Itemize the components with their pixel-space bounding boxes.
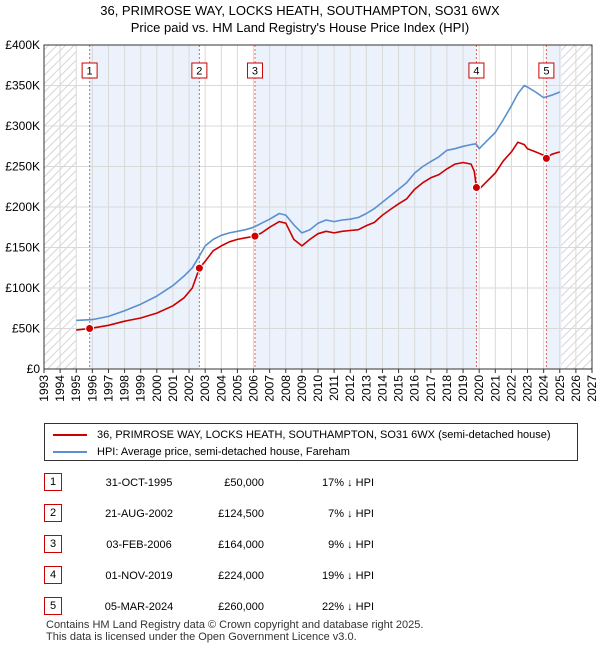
legend-item-hpi: HPI: Average price, semi-detached house,… <box>53 444 350 460</box>
x-tick-label: 2021 <box>488 375 502 402</box>
x-tick-label: 2025 <box>553 375 567 402</box>
x-tick-label: 2008 <box>279 375 293 402</box>
row-number-badge: 3 <box>44 535 62 553</box>
transaction-number-box <box>81 62 98 79</box>
x-tick-label: 1993 <box>37 375 51 402</box>
x-tick-label: 2017 <box>424 375 438 402</box>
transaction-point <box>85 324 95 333</box>
x-tick-label: 2000 <box>150 375 164 402</box>
x-tick-label: 2013 <box>359 375 373 402</box>
row-hpi-diff: 19% ↓ HPI <box>322 570 374 582</box>
transaction-point <box>194 263 204 273</box>
x-tick-label: 1997 <box>101 375 115 402</box>
transaction-number-box <box>538 62 555 79</box>
x-tick-label: 1998 <box>118 375 132 402</box>
transaction-point <box>250 231 260 241</box>
legend-swatch-property <box>53 434 87 437</box>
x-tick-label: 2004 <box>214 375 228 402</box>
transaction-number-box <box>468 62 485 79</box>
table-row: 5 05-MAR-2024 £260,000 22% ↓ HPI <box>44 597 584 617</box>
y-tick-label: £200K <box>5 200 40 214</box>
title-line-1: 36, PRIMROSE WAY, LOCKS HEATH, SOUTHAMPT… <box>100 3 500 18</box>
y-tick-label: £0 <box>27 362 41 376</box>
x-tick-label: 2015 <box>392 375 406 402</box>
x-tick-label: 2027 <box>585 375 599 402</box>
x-tick-label: 2026 <box>569 375 583 402</box>
row-date: 31-OCT-1995 <box>105 477 173 489</box>
x-tick-label: 2018 <box>440 375 454 402</box>
row-hpi-diff: 17% ↓ HPI <box>322 477 374 489</box>
row-price: £164,000 <box>218 539 264 551</box>
x-tick-label: 1999 <box>134 375 148 402</box>
footer-line-1: Contains HM Land Registry data © Crown c… <box>46 619 424 631</box>
row-price: £50,000 <box>224 477 264 489</box>
table-row: 4 01-NOV-2019 £224,000 19% ↓ HPI <box>44 566 584 586</box>
x-tick-label: 1996 <box>85 375 99 402</box>
row-date: 21-AUG-2002 <box>105 508 173 520</box>
row-number-badge: 2 <box>44 504 62 522</box>
row-number-badge: 1 <box>44 473 62 491</box>
x-tick-label: 2007 <box>263 375 277 402</box>
row-date: 01-NOV-2019 <box>105 570 173 582</box>
y-tick-label: £250K <box>5 160 40 174</box>
x-tick-label: 2023 <box>521 375 535 402</box>
table-row: 2 21-AUG-2002 £124,500 7% ↓ HPI <box>44 504 584 524</box>
row-price: £124,500 <box>218 508 264 520</box>
x-tick-label: 2003 <box>198 375 212 402</box>
y-tick-label: £300K <box>5 119 40 133</box>
x-tick-label: 2016 <box>408 375 422 402</box>
x-tick-label: 2019 <box>456 375 470 402</box>
row-date: 05-MAR-2024 <box>104 601 174 613</box>
y-tick-label: £400K <box>5 38 40 52</box>
legend-swatch-hpi <box>53 451 87 454</box>
title-line-2: Price paid vs. HM Land Registry's House … <box>130 20 470 35</box>
transaction-number-box <box>246 62 263 79</box>
transaction-number: 1 <box>87 66 93 78</box>
transaction-point <box>471 183 481 193</box>
x-tick-label: 2022 <box>504 375 518 402</box>
chart-title: 36, PRIMROSE WAY, LOCKS HEATH, SOUTHAMPT… <box>0 2 600 36</box>
y-tick-label: £350K <box>5 79 40 93</box>
transaction-number: 3 <box>252 66 258 78</box>
x-tick-label: 2014 <box>375 375 389 402</box>
legend-label-property: 36, PRIMROSE WAY, LOCKS HEATH, SOUTHAMPT… <box>97 429 551 441</box>
x-tick-label: 2024 <box>537 375 551 402</box>
legend-item-property: 36, PRIMROSE WAY, LOCKS HEATH, SOUTHAMPT… <box>53 427 551 443</box>
footer: Contains HM Land Registry data © Crown c… <box>46 619 423 643</box>
x-tick-label: 2002 <box>182 375 196 402</box>
row-hpi-diff: 9% ↓ HPI <box>328 539 374 551</box>
x-tick-label: 2010 <box>311 375 325 402</box>
table-row: 1 31-OCT-1995 £50,000 17% ↓ HPI <box>44 473 584 493</box>
y-tick-label: £100K <box>5 281 40 295</box>
price-chart: 1 2 3 4 5 £0 £50K £100K £150K £200K £250K £300K £35… <box>5 38 599 402</box>
transaction-number-box <box>191 62 208 79</box>
row-date: 03-FEB-2006 <box>106 539 172 551</box>
x-tick-label: 2020 <box>472 375 486 402</box>
y-tick-label: £150K <box>5 241 40 255</box>
legend-label-hpi: HPI: Average price, semi-detached house,… <box>97 446 350 458</box>
x-tick-label: 2011 <box>327 375 341 401</box>
transaction-number: 4 <box>473 66 479 78</box>
row-price: £224,000 <box>218 570 264 582</box>
x-tick-label: 1994 <box>53 375 67 402</box>
x-tick-label: 2001 <box>166 375 180 402</box>
table-row: 3 03-FEB-2006 £164,000 9% ↓ HPI <box>44 535 584 555</box>
row-price: £260,000 <box>218 601 264 613</box>
row-number-badge: 5 <box>44 597 62 615</box>
legend: 36, PRIMROSE WAY, LOCKS HEATH, SOUTHAMPT… <box>44 423 578 461</box>
hpi-line <box>76 84 561 322</box>
footer-line-2: This data is licensed under the Open Gov… <box>46 631 357 643</box>
transaction-number: 2 <box>196 66 202 78</box>
transaction-point <box>541 153 551 163</box>
x-tick-label: 2006 <box>247 375 261 402</box>
x-tick-label: 2005 <box>230 375 244 402</box>
x-tick-label: 2012 <box>343 375 357 402</box>
row-hpi-diff: 22% ↓ HPI <box>322 601 374 613</box>
row-hpi-diff: 7% ↓ HPI <box>328 508 374 520</box>
x-tick-label: 2009 <box>295 375 309 402</box>
x-tick-label: 1995 <box>69 375 83 402</box>
y-tick-label: £50K <box>12 322 40 336</box>
row-number-badge: 4 <box>44 566 62 584</box>
transaction-number: 5 <box>543 66 549 78</box>
